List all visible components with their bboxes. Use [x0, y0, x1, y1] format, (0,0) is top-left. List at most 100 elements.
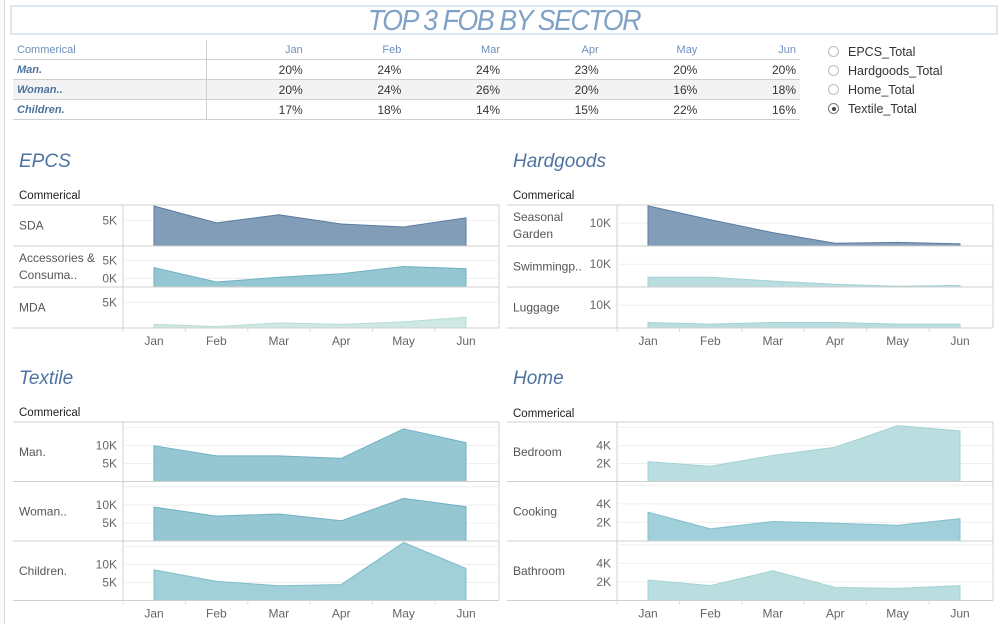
y-tick-label: 5K: [102, 516, 117, 530]
radio-hardgoods-total[interactable]: Hardgoods_Total: [828, 61, 943, 80]
row-label: MDA: [19, 301, 46, 315]
area-seasonal-garden: [647, 205, 961, 247]
col-header: Apr: [504, 40, 603, 60]
row-label: Bathroom: [513, 564, 565, 578]
row-header: Commerical: [19, 190, 80, 202]
cell: 17%: [206, 99, 307, 120]
radio-textile-total[interactable]: Textile_Total: [828, 99, 943, 118]
x-tick-label: Apr: [826, 334, 845, 348]
area-luggage: [647, 321, 961, 329]
row-label: Seasonal: [513, 210, 563, 224]
x-tick-label: Feb: [206, 607, 227, 621]
radio-selected-icon[interactable]: [828, 103, 839, 114]
cell: 24%: [405, 59, 504, 80]
x-tick-label: Apr: [332, 607, 351, 621]
col-header: Jun: [701, 40, 800, 60]
cell: 18%: [701, 79, 800, 100]
col-header: Mar: [405, 40, 504, 60]
y-tick-label: 10K: [96, 438, 117, 452]
x-tick-label: Jun: [950, 334, 969, 348]
y-tick-label: 4K: [596, 556, 611, 570]
panel-title: EPCS: [19, 151, 71, 172]
area-children: [153, 541, 467, 601]
row-header: Commerical: [513, 408, 574, 420]
radio-label[interactable]: EPCS_Total: [848, 44, 916, 59]
radio-label[interactable]: Textile_Total: [848, 101, 917, 116]
row-header: Commerical: [19, 407, 80, 419]
area-swimmingp: [647, 276, 961, 288]
cell: 20%: [206, 59, 307, 80]
x-tick-label: May: [392, 334, 415, 348]
x-tick-label: Jun: [456, 607, 475, 621]
x-tick-label: Mar: [268, 607, 289, 621]
cell: 24%: [306, 59, 406, 80]
table-header-row: Commerical Jan Feb Mar Apr May Jun: [13, 40, 800, 60]
cell: 26%: [405, 79, 504, 100]
col-header: Jan: [206, 40, 307, 60]
table-row: Children. 17% 18% 14% 15% 22% 16%: [13, 99, 800, 120]
chart-panel-textile: Textile Commerical 10K 5K Man. 10K 5K Woman.. 10…: [13, 368, 500, 621]
area-man: [153, 428, 467, 482]
x-tick-label: Feb: [700, 334, 721, 348]
col-header: May: [602, 40, 702, 60]
x-tick-label: Jun: [950, 607, 969, 621]
x-tick-label: Apr: [826, 607, 845, 621]
y-tick-label: 2K: [596, 575, 611, 589]
row-label: SDA: [19, 219, 44, 233]
x-tick-label: May: [886, 334, 909, 348]
radio-label[interactable]: Home_Total: [848, 82, 915, 97]
row-label: Luggage: [513, 301, 560, 315]
row-label: Man.: [13, 59, 207, 80]
table-header-label: Commerical: [13, 40, 207, 60]
area-bathroom: [647, 570, 961, 601]
y-tick-label: 0K: [102, 271, 117, 285]
x-tick-label: Apr: [332, 334, 351, 348]
row-label: Swimmingp..: [513, 260, 582, 274]
y-tick-label: 5K: [102, 295, 117, 309]
radio-circle-icon[interactable]: [828, 84, 839, 95]
row-label: Consuma..: [19, 268, 77, 282]
radio-label[interactable]: Hardgoods_Total: [848, 63, 943, 78]
area-mda: [153, 316, 467, 329]
area-bedroom: [647, 425, 961, 482]
radio-home-total[interactable]: Home_Total: [828, 80, 943, 99]
radio-circle-icon[interactable]: [828, 46, 839, 57]
share-table: Commerical Jan Feb Mar Apr May Jun Man. …: [13, 40, 800, 120]
area-woman: [153, 497, 467, 542]
x-tick-label: May: [886, 607, 909, 621]
panel-title: Home: [513, 368, 564, 389]
panel-title: Hardgoods: [513, 151, 606, 172]
x-tick-label: Feb: [700, 607, 721, 621]
y-tick-label: 2K: [596, 515, 611, 529]
y-tick-label: 5K: [102, 213, 117, 227]
x-tick-label: Jun: [456, 334, 475, 348]
col-header: Feb: [306, 40, 406, 60]
x-tick-label: Mar: [762, 334, 783, 348]
x-tick-label: Mar: [762, 607, 783, 621]
row-label: Cooking: [513, 504, 557, 518]
area-cooking: [647, 511, 961, 542]
chart-panel-epcs: EPCS Commerical 5K SDA 5K 0K Accessories & Cons…: [13, 151, 500, 348]
dashboard-title: TOP 3 FOB BY SECTOR: [367, 5, 642, 37]
x-tick-label: May: [392, 607, 415, 621]
cell: 20%: [701, 59, 800, 80]
cell: 20%: [504, 79, 603, 100]
cell: 15%: [504, 99, 603, 120]
cell: 20%: [206, 79, 307, 100]
cell: 16%: [602, 79, 702, 100]
radio-epcs-total[interactable]: EPCS_Total: [828, 42, 943, 61]
row-label: Woman..: [19, 504, 67, 518]
cell: 22%: [602, 99, 702, 120]
x-tick-label: Jan: [144, 334, 163, 348]
x-tick-label: Jan: [638, 334, 657, 348]
cell: 14%: [405, 99, 504, 120]
y-tick-label: 10K: [590, 298, 611, 312]
y-tick-label: 10K: [96, 498, 117, 512]
chart-panel-hardgoods: Hardgoods Commerical 10K Seasonal Garden 10K S…: [507, 151, 994, 348]
row-label: Garden: [513, 227, 553, 241]
table-row: Woman.. 20% 24% 26% 20% 16% 18%: [13, 79, 800, 100]
radio-circle-icon[interactable]: [828, 65, 839, 76]
row-header: Commerical: [513, 190, 574, 202]
cell: 18%: [306, 99, 406, 120]
